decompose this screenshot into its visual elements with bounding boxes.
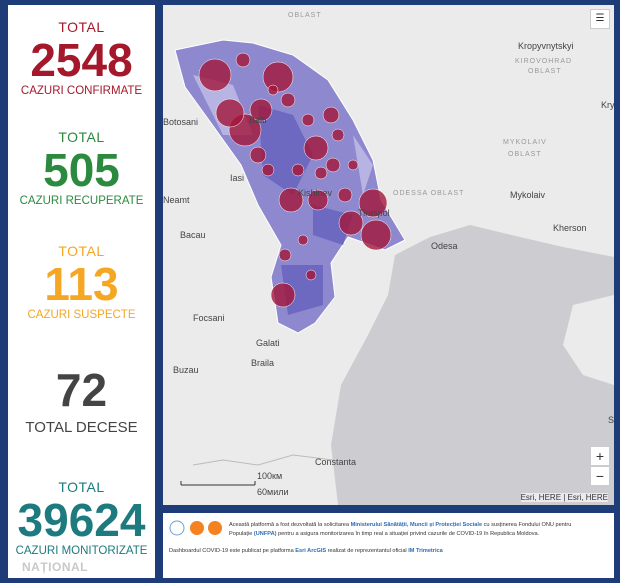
place-label: Kropyvnytskyi bbox=[518, 41, 574, 51]
place-label: Galati bbox=[256, 338, 280, 348]
zoom-in[interactable]: + bbox=[590, 446, 610, 466]
scale-bar bbox=[180, 481, 256, 486]
stat-top: TOTAL bbox=[58, 19, 105, 35]
stat-top: TOTAL bbox=[58, 479, 105, 495]
place-label: Odesa bbox=[431, 241, 458, 251]
text: pentru a asigura monitorizarea în timp r… bbox=[276, 531, 540, 537]
place-label: Kry bbox=[601, 100, 614, 110]
info-panel: Această platformă a fost dezvoltată la s… bbox=[163, 513, 614, 578]
unfpa-logo bbox=[190, 521, 204, 535]
stat-label: CAZURI CONFIRMATE bbox=[20, 85, 143, 97]
stat-value: 39624 bbox=[17, 494, 146, 546]
place-label: Tiraspol bbox=[358, 208, 390, 218]
place-label: Buzau bbox=[173, 365, 199, 375]
border bbox=[192, 454, 334, 466]
logos bbox=[169, 520, 222, 536]
stat-value: 113 bbox=[44, 258, 119, 310]
stat: TOTAL 113 CAZURI SUSPECTE bbox=[8, 243, 155, 321]
text: realizat de reprezentantul oficial bbox=[326, 548, 409, 554]
stat-label: TOTAL DECESE bbox=[25, 419, 138, 436]
place-label: Botosani bbox=[163, 117, 198, 127]
land bbox=[563, 295, 614, 385]
place-label: Kishinev bbox=[298, 188, 333, 198]
place-label: Braila bbox=[251, 358, 274, 368]
stat: TOTAL 2548 CAZURI CONFIRMATE bbox=[8, 19, 155, 97]
stat-top: TOTAL bbox=[58, 243, 105, 259]
unfpa-logo bbox=[208, 521, 222, 535]
stat-value: 72 bbox=[55, 364, 108, 416]
attribution: Esri, HERE | Esri, HERE bbox=[520, 493, 608, 502]
text: Dashboardul COVID-19 este publicat pe pl… bbox=[169, 548, 296, 554]
stat-top: TOTAL bbox=[58, 129, 105, 145]
stats-panel: TOTAL 2548 CAZURI CONFIRMATE TOTAL 505 CAZUR… bbox=[8, 5, 155, 578]
text: Populație bbox=[229, 531, 254, 537]
place-label: Bacau bbox=[180, 230, 206, 240]
map[interactable]: OBLAST Kropyvnytskyi KIROVOHRAD OBLAST Kry Bo… bbox=[163, 5, 614, 505]
place-label: ODESSA OBLAST bbox=[393, 190, 464, 197]
place-label: MYKOLAIV bbox=[503, 139, 547, 146]
legend-button[interactable]: ☰ bbox=[590, 9, 610, 29]
link[interactable]: (UNFPA) bbox=[253, 531, 277, 537]
link[interactable]: Esri ArcGIS bbox=[295, 548, 327, 554]
text: cu susținerea Fondului ONU pentru bbox=[482, 522, 572, 528]
stat: TOTAL 39624 CAZURI MONITORIZATE bbox=[8, 479, 155, 557]
place-label: Constanta bbox=[315, 457, 356, 467]
un-logo bbox=[169, 520, 185, 536]
stat-label: CAZURI MONITORIZATE bbox=[15, 545, 148, 557]
stat: TOTAL 505 CAZURI RECUPERATE bbox=[8, 129, 155, 207]
scale-mi: 60мили bbox=[257, 487, 289, 497]
stat: 72 TOTAL DECESE bbox=[8, 365, 155, 436]
info-text: Această platformă a fost dezvoltată la s… bbox=[229, 522, 571, 528]
place-label: OBLAST bbox=[288, 12, 322, 19]
region-shade bbox=[258, 105, 353, 315]
place-label: Iasi bbox=[230, 173, 244, 183]
map-canvas: OBLAST Kropyvnytskyi KIROVOHRAD OBLAST Kry Bo… bbox=[163, 12, 614, 505]
scale-km: 100км bbox=[257, 471, 282, 481]
place-label: OBLAST bbox=[528, 68, 562, 75]
info-text: Dashboardul COVID-19 este publicat pe pl… bbox=[169, 548, 443, 554]
stat-label: CAZURI RECUPERATE bbox=[19, 195, 144, 207]
place-label: KIROVOHRAD bbox=[515, 58, 572, 65]
link[interactable]: IM Trimetrica bbox=[408, 548, 443, 554]
place-label: Mykolaiv bbox=[510, 190, 546, 200]
place-label: OBLAST bbox=[508, 151, 542, 158]
link[interactable]: Ministerului Sănătății, Muncii și Protec… bbox=[350, 522, 483, 528]
place-label: S bbox=[608, 415, 614, 425]
place-label: Neamt bbox=[163, 195, 190, 205]
info-text: Populație (UNFPA) pentru a asigura monit… bbox=[229, 531, 539, 537]
case-circles bbox=[198, 52, 392, 308]
brand: NAȚIONAL bbox=[22, 560, 88, 574]
place-label: Balti bbox=[249, 115, 267, 125]
text: Această platformă a fost dezvoltată la s… bbox=[229, 522, 351, 528]
place-label: Focsani bbox=[193, 313, 225, 323]
stat-label: CAZURI SUSPECTE bbox=[27, 309, 136, 321]
zoom-out[interactable]: − bbox=[590, 466, 610, 486]
stat-value: 2548 bbox=[30, 34, 133, 86]
place-label: Kherson bbox=[553, 223, 587, 233]
stat-value: 505 bbox=[43, 144, 120, 196]
sea bbox=[331, 225, 614, 505]
